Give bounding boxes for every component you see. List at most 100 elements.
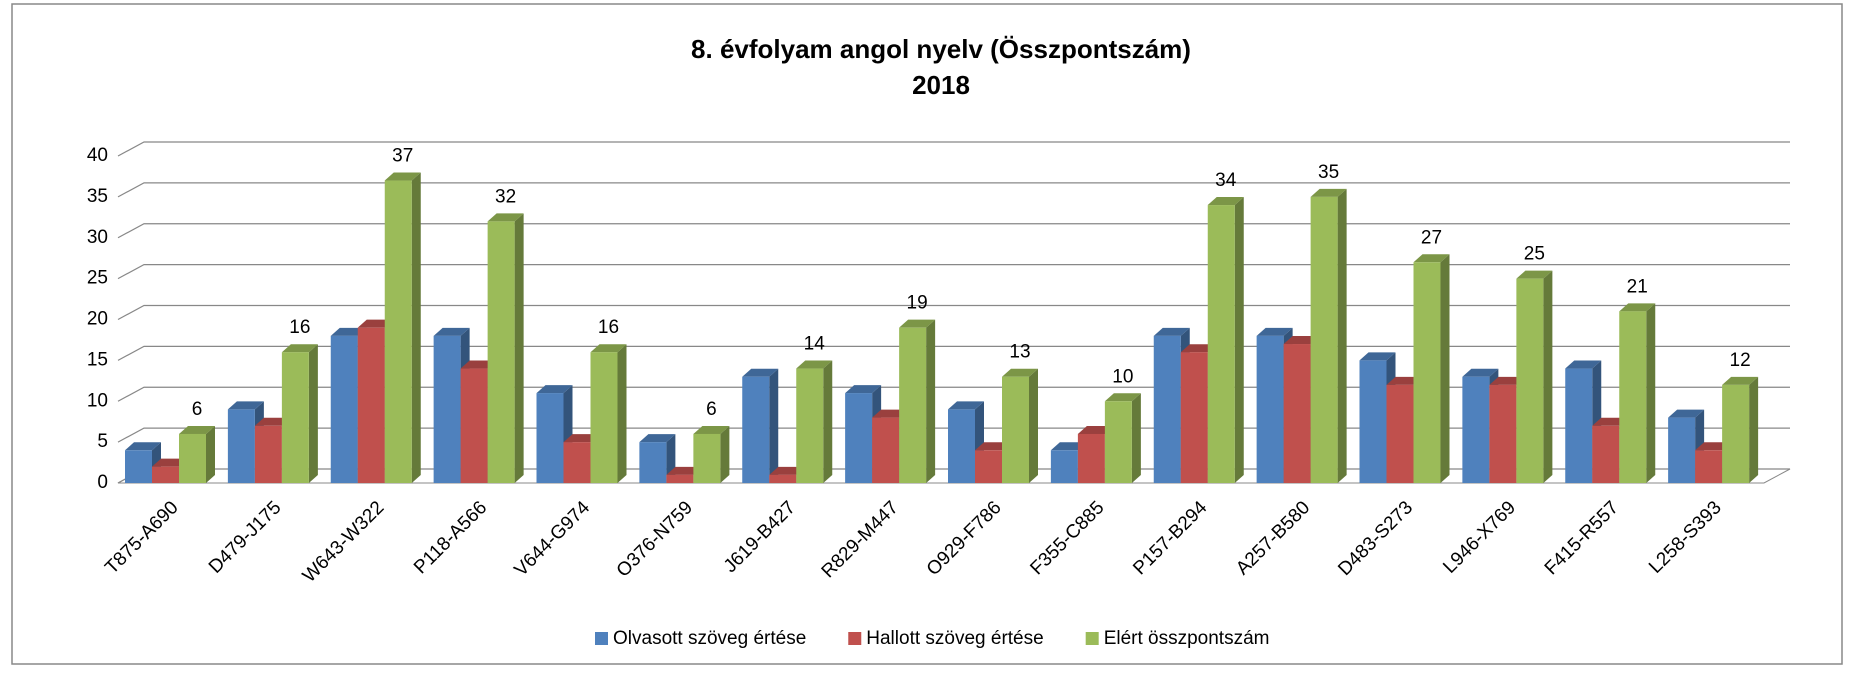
- bar-top: [948, 401, 984, 410]
- bar-front: [872, 417, 900, 483]
- bar-front: [948, 409, 975, 483]
- bar-top: [1207, 197, 1244, 206]
- bar-top: [536, 385, 573, 394]
- x-tick-label: F415-R557: [1541, 497, 1623, 579]
- legend-label: Hallott szöveg értése: [866, 628, 1043, 649]
- bar-side: [720, 425, 730, 483]
- bar-front: [1207, 205, 1235, 484]
- bar-front: [125, 450, 152, 483]
- x-tick-label: V644-G974: [511, 497, 595, 581]
- bar-front: [1077, 433, 1105, 483]
- bar-front: [179, 433, 206, 483]
- x-tick-label: D483-S273: [1334, 497, 1417, 580]
- bar-front: [845, 393, 873, 483]
- data-label: 21: [1627, 276, 1648, 297]
- bar-top: [1153, 327, 1190, 336]
- bar: [384, 172, 421, 483]
- bar-top: [899, 319, 936, 328]
- bar-top: [590, 344, 627, 353]
- bar-front: [1359, 360, 1387, 483]
- x-tick-label: J619-B427: [720, 497, 800, 577]
- bar-side: [617, 344, 627, 483]
- bar-side: [1131, 393, 1141, 483]
- bar-front: [433, 335, 461, 483]
- chart-subtitle: 2018: [912, 70, 970, 100]
- data-label: 35: [1318, 162, 1339, 183]
- bar-top: [1310, 188, 1347, 197]
- bar-front: [152, 466, 179, 483]
- bar: [1413, 254, 1450, 483]
- legend-swatch: [595, 632, 608, 645]
- bar-top: [1722, 376, 1759, 385]
- legend-label: Olvasott szöveg értése: [613, 628, 806, 649]
- bar-top: [1359, 352, 1396, 361]
- bar-front: [1489, 384, 1517, 483]
- bar: [590, 344, 627, 483]
- bar-top: [487, 213, 524, 222]
- legend-swatch: [848, 632, 862, 645]
- bar-top: [384, 172, 421, 181]
- x-tick-label: T875-A690: [101, 497, 182, 578]
- y-tick-label: 5: [97, 431, 108, 452]
- chart-title: 8. évfolyam angol nyelv (Összpontszám): [691, 34, 1191, 64]
- bar-top: [125, 442, 161, 451]
- bar-side: [1337, 188, 1347, 483]
- bar-top: [281, 344, 318, 353]
- legend-swatch: [1085, 632, 1099, 645]
- bar-front: [357, 327, 385, 483]
- bar-side: [1029, 368, 1038, 483]
- bar-front: [1668, 417, 1696, 483]
- bar-top: [433, 327, 470, 336]
- x-tick-label: D479-J175: [205, 497, 286, 578]
- bar-front: [899, 327, 927, 483]
- bar-front: [1104, 401, 1132, 483]
- data-label: 12: [1730, 350, 1751, 371]
- bar-front: [384, 180, 412, 483]
- bar-top: [845, 385, 882, 394]
- bar: [1002, 368, 1038, 483]
- bar-top: [1256, 327, 1293, 336]
- bar-side: [1440, 254, 1450, 483]
- bar-top: [1516, 270, 1553, 279]
- bar-front: [487, 221, 515, 483]
- bar-front: [1462, 376, 1490, 483]
- bar-front: [1516, 278, 1544, 483]
- bar-front: [1180, 352, 1208, 483]
- bar-front: [796, 368, 824, 483]
- bar-side: [308, 344, 318, 483]
- x-tick-label: L946-X769: [1439, 497, 1520, 578]
- bar-front: [254, 425, 282, 483]
- bar-side: [769, 368, 779, 483]
- data-label: 19: [907, 293, 928, 314]
- bar-front: [460, 368, 488, 483]
- bar: [1516, 270, 1553, 483]
- bar-front: [1050, 450, 1078, 483]
- data-label: 34: [1215, 170, 1237, 191]
- bar-side: [1234, 197, 1244, 484]
- bar-front: [693, 433, 721, 483]
- bar: [639, 434, 676, 483]
- bar-front: [1002, 376, 1029, 483]
- bar-side: [926, 319, 936, 483]
- bar: [1104, 393, 1141, 483]
- x-tick-label: P118-A566: [410, 497, 491, 578]
- bar-top: [1104, 393, 1141, 402]
- bar-front: [1310, 196, 1338, 483]
- data-label: 16: [289, 317, 310, 338]
- grid-line: [117, 223, 1790, 239]
- bar-top: [742, 368, 779, 377]
- y-tick-label: 15: [87, 349, 108, 370]
- bar: [487, 213, 524, 483]
- bar-front: [563, 442, 591, 483]
- data-label: 14: [804, 334, 826, 355]
- chart-border: [11, 3, 1843, 665]
- y-tick-label: 10: [87, 390, 108, 411]
- y-tick-label: 0: [97, 472, 108, 493]
- grid-line: [117, 182, 1790, 198]
- legend-label: Elért összpontszám: [1104, 628, 1270, 649]
- bar-side: [1749, 376, 1759, 483]
- grid-line: [117, 141, 1790, 157]
- bar-front: [769, 474, 797, 483]
- bar: [281, 344, 318, 483]
